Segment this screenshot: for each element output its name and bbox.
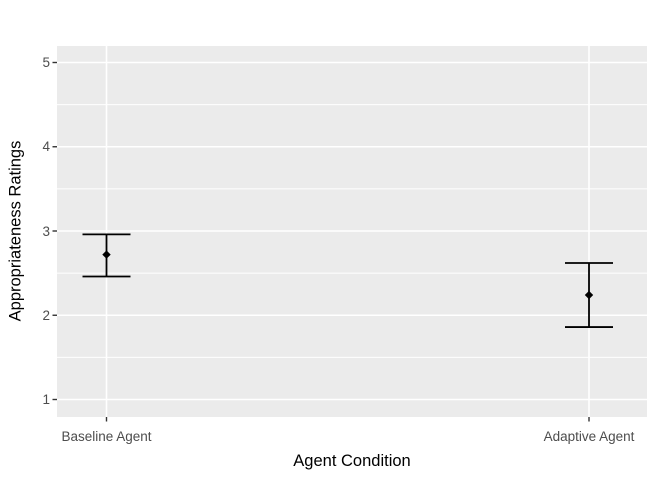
y-tick-label: 4 — [42, 139, 50, 155]
y-tick-label: 2 — [42, 307, 50, 323]
y-tick-label: 1 — [42, 392, 50, 407]
x-axis-title: Agent Condition — [293, 452, 411, 470]
mean-point — [584, 290, 594, 300]
mean-point — [102, 250, 111, 259]
x-tick-label: Baseline Agent — [61, 429, 152, 444]
y-tick-label: 3 — [42, 223, 50, 239]
y-tick-label: 5 — [42, 55, 50, 70]
x-tick-label: Adaptive Agent — [543, 429, 635, 444]
